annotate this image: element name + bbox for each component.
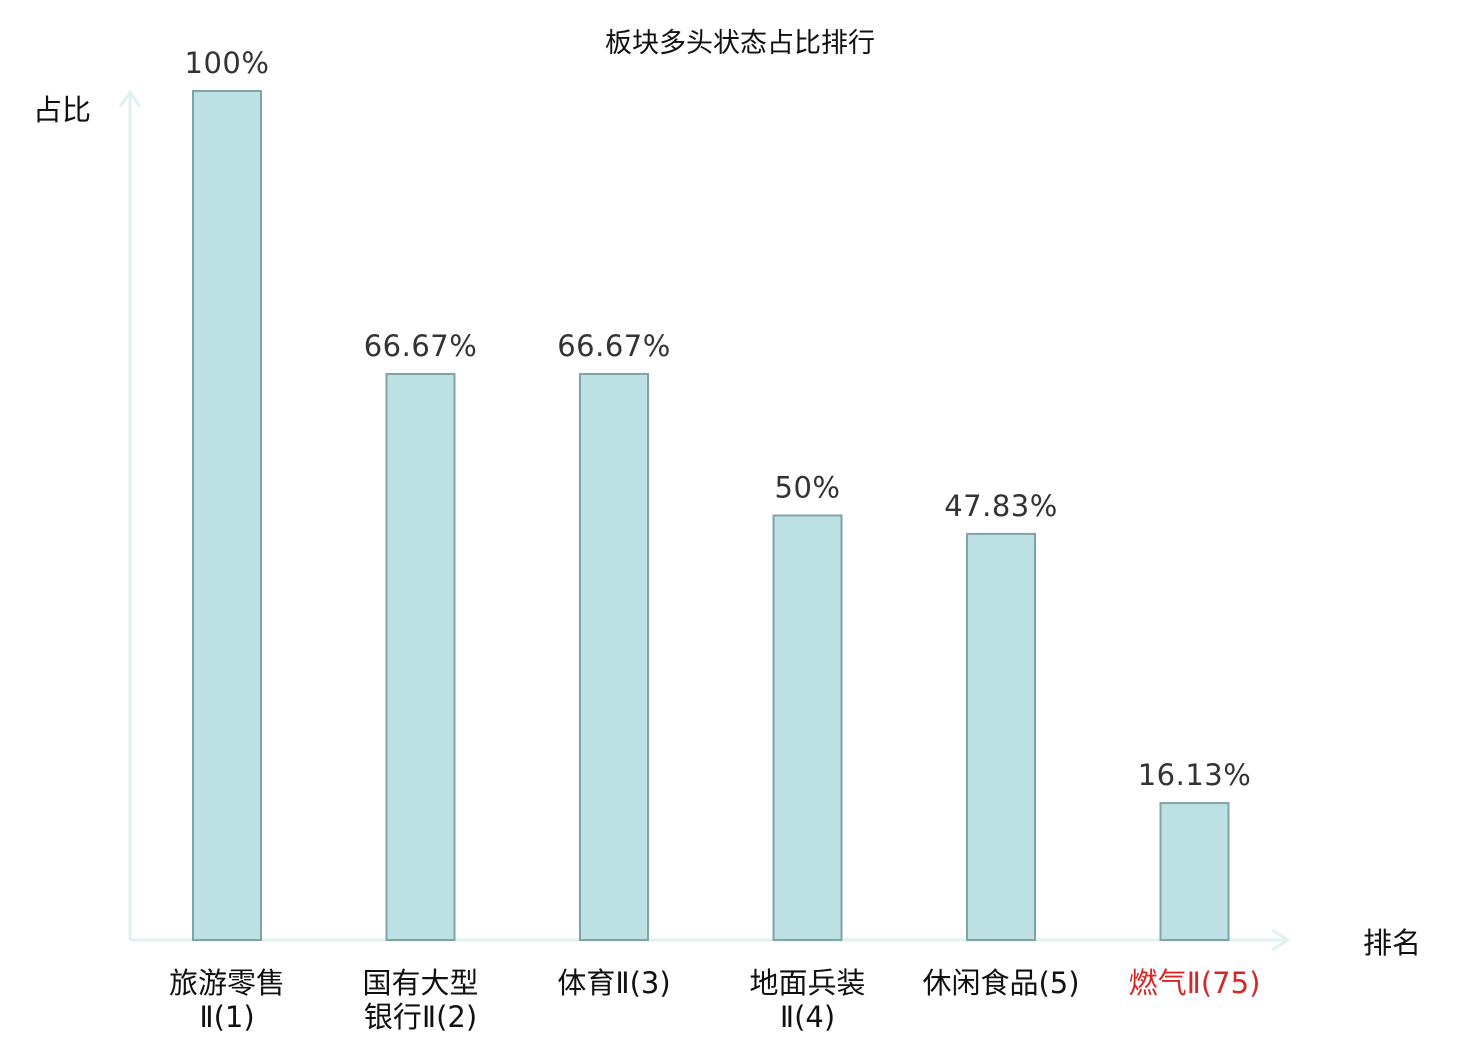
y-axis — [118, 89, 142, 940]
data-label-5: 47.83% — [944, 489, 1058, 523]
chart-title: 板块多头状态占比排行 — [605, 28, 875, 59]
y-axis-label: 占比 — [33, 93, 91, 127]
data-label-6: 16.13% — [1138, 758, 1252, 792]
x-axis — [130, 928, 1291, 952]
x-tick-line: 燃气Ⅱ(75) — [1129, 966, 1261, 1000]
bars-group — [192, 90, 1230, 942]
data-label-4: 50% — [775, 471, 841, 505]
bar-1 — [192, 90, 262, 941]
data-label-1: 100% — [185, 46, 270, 80]
bar-6 — [1159, 802, 1230, 941]
bar-3 — [579, 372, 649, 942]
x-tick-line: 体育Ⅱ(3) — [557, 966, 670, 1000]
data-labels-group: 100% 66.67% 66.67% 50% 47.83% 16.13% — [185, 46, 1252, 792]
x-tick-line: 休闲食品(5) — [922, 966, 1079, 1000]
x-tick-line: 银行Ⅱ(2) — [364, 1000, 477, 1034]
x-tick-line: Ⅱ(1) — [199, 1000, 254, 1034]
bar-5 — [966, 532, 1036, 941]
data-label-3: 66.67% — [557, 329, 671, 363]
x-tick-line: Ⅱ(4) — [780, 1000, 835, 1034]
bar-4 — [772, 514, 843, 941]
data-label-2: 66.67% — [364, 329, 478, 363]
x-tick-label-5: 休闲食品(5) — [922, 966, 1079, 1000]
x-axis-label: 排名 — [1363, 926, 1421, 960]
x-tick-line: 旅游零售 — [169, 966, 285, 1000]
x-tick-label-6: 燃气Ⅱ(75) — [1129, 966, 1261, 1000]
x-tick-label-3: 体育Ⅱ(3) — [557, 966, 670, 1000]
x-tick-line: 地面兵装 — [749, 966, 865, 1000]
x-tick-line: 国有大型 — [362, 966, 478, 1000]
bar-2 — [385, 372, 456, 942]
